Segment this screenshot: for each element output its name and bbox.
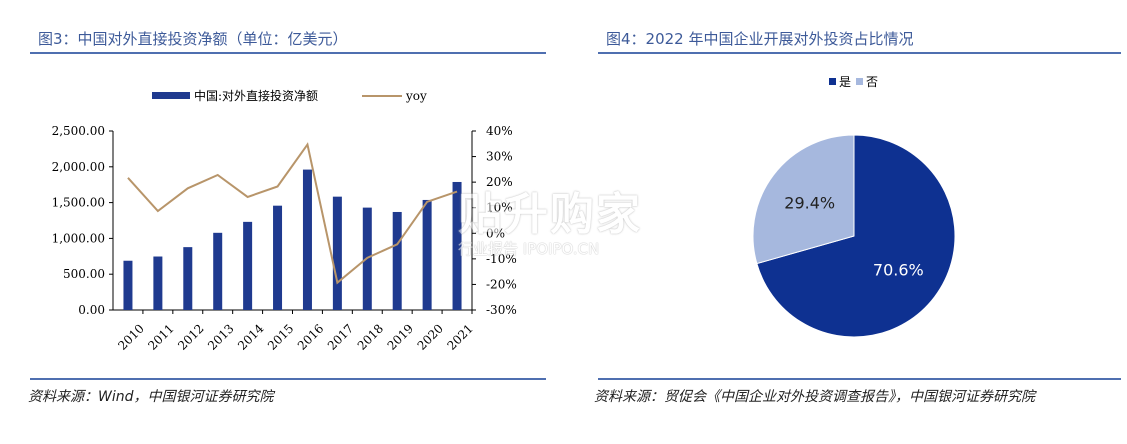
pie-slice-yes <box>756 134 956 338</box>
right-y-tick-label: -20% <box>486 277 517 291</box>
right-y-tick-label: -10% <box>486 252 517 266</box>
right-y-tick-label: 30% <box>486 150 513 164</box>
legend-line-label: yoy <box>405 89 427 103</box>
investment-share-pie-chart: 70.6% 29.4% 是 否 <box>752 75 956 338</box>
x-tick-label: 2015 <box>265 321 296 352</box>
right-y-tick-label: 0% <box>486 226 505 240</box>
x-tick-label: 2013 <box>205 321 236 352</box>
figure-3-title: 图3：中国对外直接投资净额（单位：亿美元） <box>38 30 348 48</box>
left-y-tick-label: 1,000.00 <box>52 231 105 245</box>
fdi-bar-line-chart: 0.00 500.00 1,000.00 1,500.00 2,000.00 2,500.… <box>52 88 517 353</box>
pie-slice-label: 70.6% <box>873 260 924 279</box>
x-tick-label: 2010 <box>115 321 146 352</box>
x-tick-label: 2021 <box>444 321 475 352</box>
pie-slice-label: 29.4% <box>784 194 835 213</box>
figure-3-source: 资料来源：Wind，中国银河证券研究院 <box>28 389 274 405</box>
right-y-tick-label: 20% <box>486 175 513 189</box>
legend-yes-swatch <box>829 78 836 85</box>
legend-no-label: 否 <box>866 75 878 89</box>
right-y-tick-label: -30% <box>486 303 517 317</box>
legend-no-swatch <box>856 78 863 85</box>
x-tick-label: 2020 <box>415 321 446 352</box>
bar-2020 <box>422 199 432 310</box>
bar-2014 <box>243 221 253 310</box>
left-y-tick-label: 2,000.00 <box>52 160 105 174</box>
left-y-tick-label: 1,500.00 <box>52 196 105 210</box>
x-tick-label: 2016 <box>295 321 326 352</box>
bar-2017 <box>332 196 342 310</box>
bar-2012 <box>183 247 193 310</box>
left-y-tick-label: 2,500.00 <box>52 124 105 138</box>
yoy-line <box>127 142 458 285</box>
left-y-tick-label: 0.00 <box>78 303 105 317</box>
legend-bar-label: 中国:对外直接投资净额 <box>194 88 318 103</box>
figure-3-bottom-rule <box>30 378 546 380</box>
left-y-tick-label: 500.00 <box>63 267 105 281</box>
pie-slice-no <box>752 134 855 265</box>
right-y-tick-label: 10% <box>486 201 513 215</box>
legend-yes-label: 是 <box>839 75 851 89</box>
bar-2013 <box>213 232 223 310</box>
figure-3-panel: 图3：中国对外直接投资净额（单位：亿美元） 0.00 500.00 1,000.00… <box>0 0 560 444</box>
figure-4-title: 图4：2022 年中国企业开展对外投资占比情况 <box>606 30 914 48</box>
x-tick-label: 2019 <box>385 321 416 352</box>
figure-4-top-rule <box>598 52 1121 54</box>
x-tick-label: 2018 <box>355 321 386 352</box>
x-tick-label: 2014 <box>235 321 267 353</box>
x-tick-label: 2017 <box>325 321 356 352</box>
figure-4-source: 资料来源：贸促会《中国企业对外投资调查报告》，中国银河证券研究院 <box>594 389 1035 405</box>
x-tick-label: 2012 <box>175 321 206 352</box>
figure-4-panel: 图4：2022 年中国企业开展对外投资占比情况 70.6% 29.4% 是 否 资料来… <box>592 0 1127 444</box>
figure-4-bottom-rule <box>598 378 1121 380</box>
bar-2019 <box>392 211 402 310</box>
legend-bar-swatch <box>152 92 190 99</box>
bar-2011 <box>153 256 163 310</box>
figure-3-top-rule <box>30 52 546 54</box>
bar-2010 <box>123 260 133 310</box>
bar-2021 <box>452 181 462 310</box>
bar-2015 <box>273 205 283 310</box>
right-y-tick-label: 40% <box>486 124 513 138</box>
bar-2016 <box>302 169 312 310</box>
x-tick-label: 2011 <box>145 321 176 352</box>
